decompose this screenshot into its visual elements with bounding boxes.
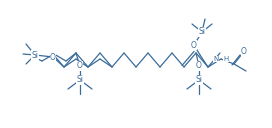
Text: O: O <box>77 61 83 71</box>
Text: H: H <box>223 56 228 62</box>
Text: N: N <box>214 56 219 62</box>
Text: Si: Si <box>76 76 84 84</box>
Text: O: O <box>241 47 247 56</box>
Text: O: O <box>50 52 56 61</box>
Text: O: O <box>196 61 202 71</box>
Text: O: O <box>191 40 197 50</box>
Text: Si: Si <box>32 51 39 60</box>
Text: Si: Si <box>196 76 202 84</box>
Text: Si: Si <box>199 28 206 36</box>
